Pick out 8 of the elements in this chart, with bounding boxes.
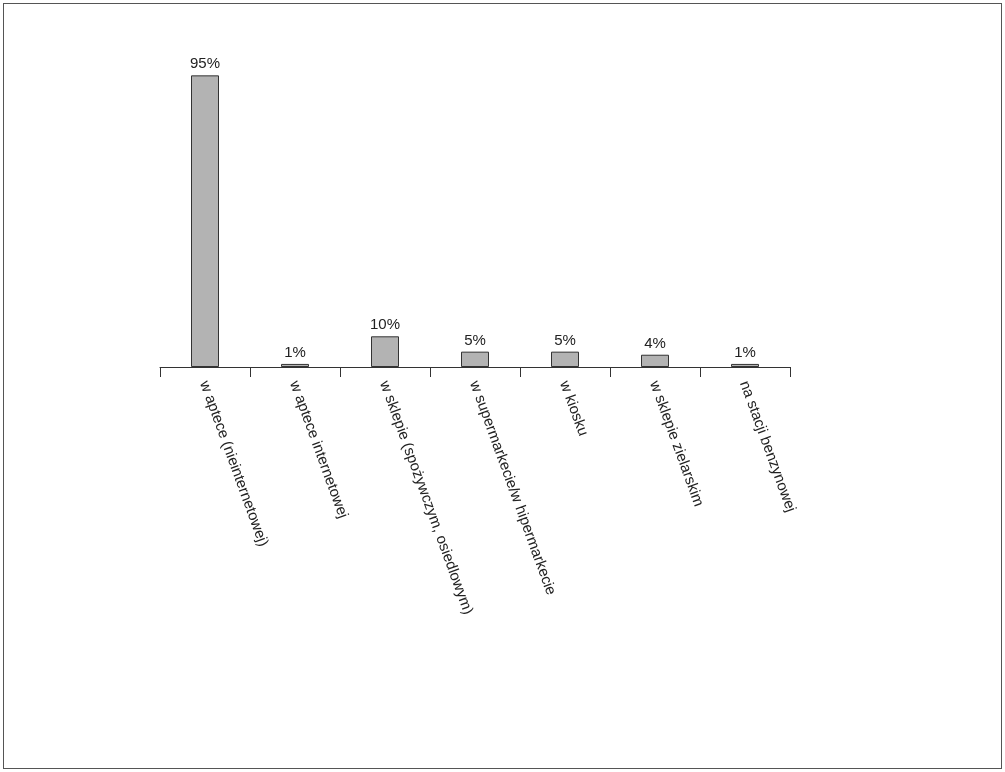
data-label: 5% [554,330,576,348]
data-label: 1% [284,342,306,360]
data-label: 5% [464,330,486,348]
data-label: 4% [644,333,666,351]
x-tick-label: w kiosku [556,377,593,438]
data-label: 10% [369,315,401,333]
data-label: 1% [734,342,756,360]
data-label: 95% [189,54,221,72]
